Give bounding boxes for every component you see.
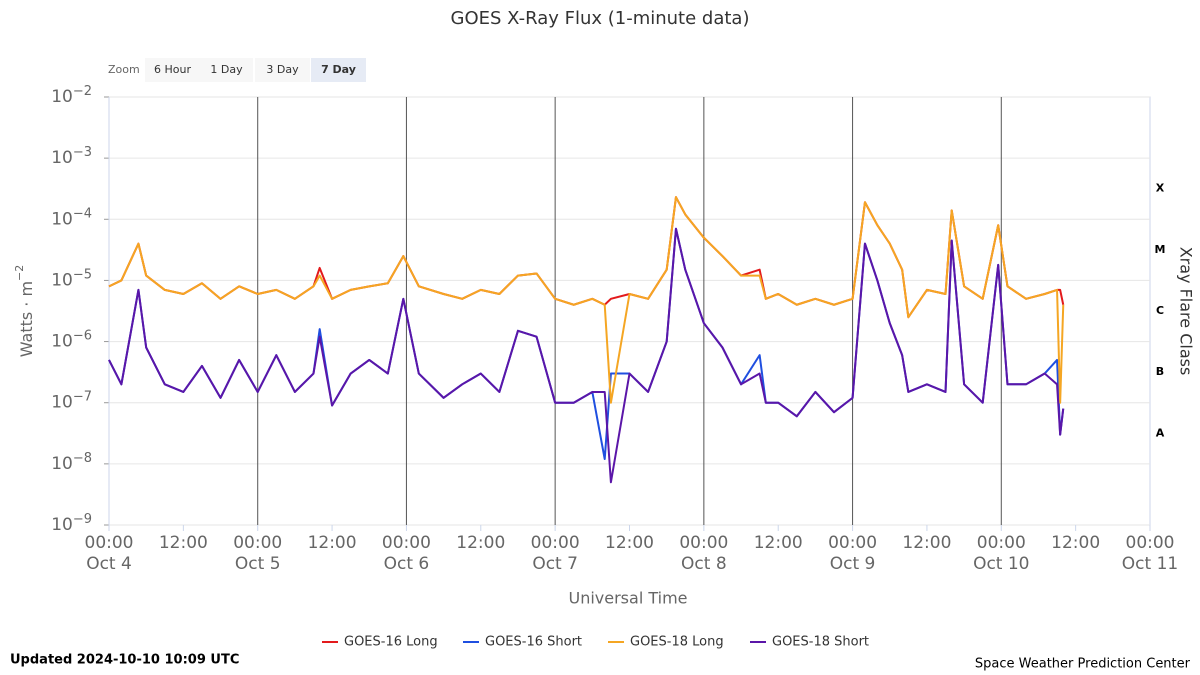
x-tick-label: 12:00 (159, 533, 208, 553)
source-note: Space Weather Prediction Center (975, 657, 1191, 672)
x-tick-label: 00:00 (531, 533, 580, 553)
y-tick-base: 10 (51, 454, 73, 474)
x-tick-date: Oct 9 (830, 554, 876, 574)
y-tick-exponent: −3 (73, 145, 92, 160)
y-tick-label: 10−6 (51, 328, 92, 352)
zoom-button-label[interactable]: 1 Day (210, 63, 243, 76)
x-tick-date: Oct 11 (1122, 554, 1178, 574)
zoom-button[interactable] (255, 58, 310, 82)
legend-label[interactable]: GOES-18 Long (630, 635, 724, 650)
y-tick-label: 10−9 (51, 512, 92, 536)
x-tick-date: Oct 4 (86, 554, 132, 574)
x-tick-date: Oct 8 (681, 554, 727, 574)
legend-label[interactable]: GOES-16 Long (344, 635, 438, 650)
x-tick-date: Oct 7 (532, 554, 578, 574)
series-line (108, 227, 1065, 484)
x-tick-label: 00:00 (233, 533, 282, 553)
x-tick-label: 12:00 (1051, 533, 1100, 553)
x-tick-label: 12:00 (902, 533, 951, 553)
y-tick-base: 10 (51, 393, 73, 413)
y-tick-base: 10 (51, 515, 73, 535)
y-tick-label: 10−7 (51, 389, 92, 413)
x-tick-label: 12:00 (456, 533, 505, 553)
y-tick-label: 10−5 (51, 267, 92, 291)
zoom-button-label[interactable]: 6 Hour (154, 63, 191, 76)
x-tick-label: 00:00 (1126, 533, 1175, 553)
y-tick-base: 10 (51, 332, 73, 352)
y-tick-exponent: −8 (73, 450, 92, 465)
y-tick-exponent: −4 (73, 206, 92, 221)
zoom-button-label[interactable]: 7 Day (321, 63, 356, 76)
zoom-label: Zoom (108, 63, 140, 76)
y2-axis-label: Xray Flare Class (1177, 247, 1196, 376)
y-tick-exponent: −9 (73, 512, 92, 527)
y-axis-label-text: Watts · m (17, 281, 36, 357)
zoom-button-label[interactable]: 3 Day (266, 63, 299, 76)
x-axis-label: Universal Time (568, 589, 687, 608)
x-tick-date: Oct 10 (973, 554, 1029, 574)
x-tick-label: 00:00 (85, 533, 134, 553)
x-tick-label: 00:00 (977, 533, 1026, 553)
flare-class-label: C (1156, 304, 1164, 317)
zoom-button[interactable] (200, 58, 253, 82)
x-tick-date: Oct 5 (235, 554, 281, 574)
flare-class-label: X (1156, 182, 1165, 195)
x-tick-label: 00:00 (382, 533, 431, 553)
flare-class-label: B (1156, 365, 1164, 378)
y-tick-label: 10−8 (51, 450, 92, 474)
x-tick-label: 00:00 (828, 533, 877, 553)
x-tick-label: 12:00 (605, 533, 654, 553)
y-tick-base: 10 (51, 270, 73, 290)
y-tick-exponent: −2 (73, 84, 92, 99)
y-tick-label: 10−4 (51, 206, 92, 230)
flare-class-label: A (1156, 426, 1165, 439)
y-tick-base: 10 (51, 148, 73, 168)
legend-label[interactable]: GOES-16 Short (485, 635, 582, 650)
updated-note: Updated 2024-10-10 10:09 UTC (10, 653, 239, 668)
x-tick-date: Oct 6 (384, 554, 430, 574)
x-tick-label: 12:00 (754, 533, 803, 553)
zoom-button[interactable] (145, 58, 200, 82)
y-tick-exponent: −5 (73, 267, 92, 282)
x-tick-label: 12:00 (308, 533, 357, 553)
y-tick-base: 10 (51, 209, 73, 229)
y-tick-label: 10−2 (51, 84, 92, 108)
y-tick-base: 10 (51, 87, 73, 107)
y-tick-exponent: −7 (73, 389, 92, 404)
y-axis-label: Watts · m−2 (13, 265, 36, 358)
y-tick-label: 10−3 (51, 145, 92, 169)
y-axis-label-exponent: −2 (13, 265, 26, 281)
chart-title: GOES X-Ray Flux (1-minute data) (451, 8, 750, 29)
y-tick-exponent: −6 (73, 328, 92, 343)
series-line (108, 196, 1065, 404)
legend-label[interactable]: GOES-18 Short (772, 635, 869, 650)
zoom-button[interactable] (311, 58, 366, 82)
flare-class-label: M (1155, 243, 1166, 256)
x-tick-label: 00:00 (679, 533, 728, 553)
